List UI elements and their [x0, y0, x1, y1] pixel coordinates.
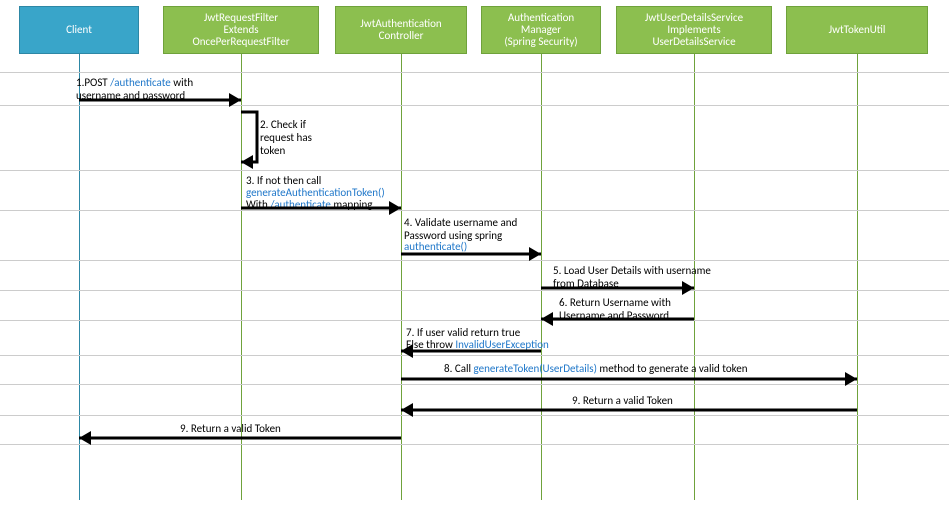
msg-7b: Else throw InvalidUserException	[406, 338, 576, 351]
msg-6: 6. Return Username with Username and Pas…	[559, 296, 719, 322]
participant-filter: JwtRequestFilterExtendsOncePerRequestFil…	[163, 6, 319, 54]
participant-uds-label: JwtUserDetailsServiceImplementsUserDetai…	[645, 12, 743, 48]
msg-9b: 9. Return a valid Token	[180, 422, 380, 435]
msg-3c: With /authenticate mapping	[246, 198, 416, 211]
row-divider	[0, 384, 949, 385]
msg-8: 8. Call generateToken(UserDetails) metho…	[444, 362, 824, 375]
msg-5: 5. Load User Details with username from …	[553, 264, 713, 290]
row-divider	[0, 170, 949, 171]
participant-client: Client	[19, 6, 139, 54]
msg-4a: 4. Validate username and Password using …	[404, 216, 554, 242]
msg-4b: authenticate()	[404, 240, 554, 253]
row-divider	[0, 105, 949, 106]
participant-authmgr-label: AuthenticationManager(Spring Security)	[504, 12, 577, 48]
row-divider	[0, 210, 949, 211]
participant-ctrl: JwtAuthenticationController	[335, 6, 467, 54]
participant-ctrl-label: JwtAuthenticationController	[360, 18, 441, 42]
row-divider	[0, 260, 949, 261]
participant-util-label: JwtTokenUtil	[829, 24, 886, 36]
participant-client-label: Client	[66, 24, 92, 36]
participant-authmgr: AuthenticationManager(Spring Security)	[481, 6, 601, 54]
row-divider	[0, 415, 949, 416]
row-divider	[0, 72, 949, 73]
msg-2: 2. Check if request has token	[260, 118, 330, 157]
lifeline-ctrl	[401, 54, 402, 500]
row-divider	[0, 320, 949, 321]
lifeline-authmgr	[541, 54, 542, 500]
participant-util: JwtTokenUtil	[786, 6, 928, 54]
participant-filter-label: JwtRequestFilterExtendsOncePerRequestFil…	[192, 12, 289, 48]
lifeline-client	[79, 54, 80, 500]
msg-1: 1.POST /authenticate with username and p…	[76, 76, 236, 102]
row-divider	[0, 290, 949, 291]
participant-uds: JwtUserDetailsServiceImplementsUserDetai…	[616, 6, 772, 54]
row-divider	[0, 355, 949, 356]
row-divider	[0, 444, 949, 445]
msg-9a: 9. Return a valid Token	[572, 394, 772, 407]
lifeline-util	[857, 54, 858, 500]
